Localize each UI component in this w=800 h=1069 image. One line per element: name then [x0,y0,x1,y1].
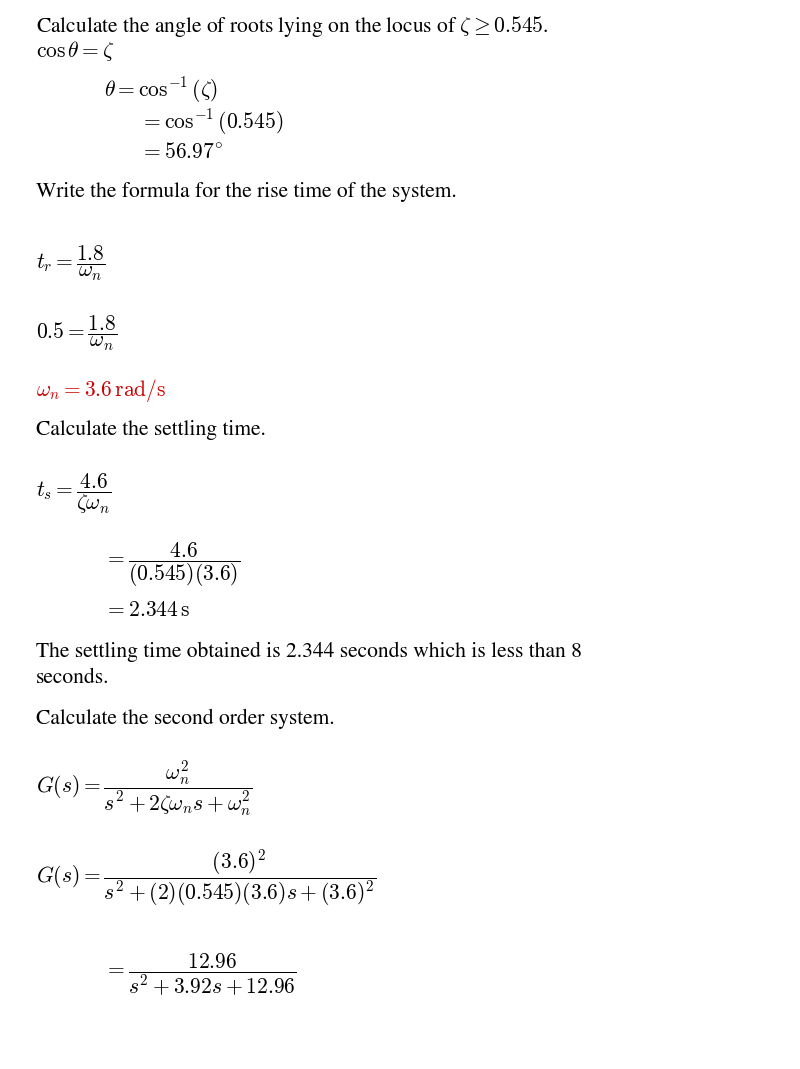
Text: $G(s) = \dfrac{\omega_n^2}{s^2 + 2\zeta\omega_n s + \omega_n^2}$: $G(s) = \dfrac{\omega_n^2}{s^2 + 2\zeta\… [36,759,253,819]
Text: Calculate the settling time.: Calculate the settling time. [36,420,266,439]
Text: Calculate the second order system.: Calculate the second order system. [36,709,334,728]
Text: Write the formula for the rise time of the system.: Write the formula for the rise time of t… [36,183,457,202]
Text: $= 56.97^{\circ}$: $= 56.97^{\circ}$ [140,143,223,162]
Text: $t_s = \dfrac{4.6}{\zeta\omega_n}$: $t_s = \dfrac{4.6}{\zeta\omega_n}$ [36,471,112,516]
Text: $\cos\theta = \zeta$: $\cos\theta = \zeta$ [36,40,114,63]
Text: $= \dfrac{4.6}{(0.545)(3.6)}$: $= \dfrac{4.6}{(0.545)(3.6)}$ [104,540,240,589]
Text: $= \dfrac{12.96}{s^2 + 3.92s + 12.96}$: $= \dfrac{12.96}{s^2 + 3.92s + 12.96}$ [104,951,297,998]
Text: $G(s) = \dfrac{(3.6)^2}{s^2 + (2)(0.545)(3.6)s + (3.6)^2}$: $G(s) = \dfrac{(3.6)^2}{s^2 + (2)(0.545)… [36,848,377,910]
Text: $0.5 = \dfrac{1.8}{\omega_n}$: $0.5 = \dfrac{1.8}{\omega_n}$ [36,314,118,353]
Text: $= 2.344\,\mathrm{s}$: $= 2.344\,\mathrm{s}$ [104,602,190,621]
Text: Calculate the angle of roots lying on the locus of $\zeta \geq 0.545$.: Calculate the angle of roots lying on th… [36,14,549,40]
Text: $\omega_n = 3.6\,\mathrm{rad/s}$: $\omega_n = 3.6\,\mathrm{rad/s}$ [36,376,166,404]
Text: The settling time obtained is 2.344 seconds which is less than 8: The settling time obtained is 2.344 seco… [36,642,582,662]
Text: $= \cos^{-1}(0.545)$: $= \cos^{-1}(0.545)$ [140,107,283,137]
Text: $t_r = \dfrac{1.8}{\omega_n}$: $t_r = \dfrac{1.8}{\omega_n}$ [36,244,106,282]
Text: $\theta = \cos^{-1}(\zeta)$: $\theta = \cos^{-1}(\zeta)$ [104,75,218,105]
Text: seconds.: seconds. [36,668,110,687]
